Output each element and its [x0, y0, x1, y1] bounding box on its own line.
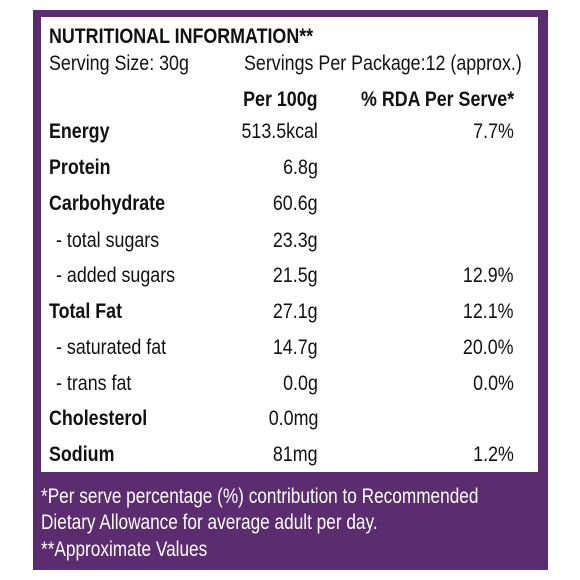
column-header-per-100g: Per 100g — [243, 88, 318, 111]
row-cholesterol-per100: 0.0mg — [268, 407, 318, 430]
row-added-sugars-per100: 21.5g — [273, 264, 318, 287]
row-trans-fat-per100: 0.0g — [283, 372, 318, 395]
row-carbohydrate-name: Carbohydrate — [49, 192, 166, 215]
row-total-sugars-per100: 23.3g — [273, 229, 318, 252]
nutrition-table-panel — [41, 17, 538, 472]
row-energy-per100: 513.5kcal — [241, 120, 318, 143]
row-energy-rda: 7.7% — [473, 120, 514, 143]
servings-per-package: Servings Per Package:12 (approx.) — [244, 52, 522, 75]
footnote-rda-continued: Dietary Allowance for average adult per … — [41, 511, 378, 534]
row-protein-per100: 6.8g — [283, 156, 318, 179]
row-carbohydrate-per100: 60.6g — [273, 192, 318, 215]
row-total-fat-per100: 27.1g — [273, 300, 318, 323]
row-added-sugars-rda: 12.9% — [463, 264, 514, 287]
row-trans-fat-rda: 0.0% — [473, 372, 514, 395]
row-added-sugars-name: - added sugars — [56, 264, 176, 287]
row-saturated-fat-name: - saturated fat — [56, 336, 167, 359]
row-sodium-name: Sodium — [49, 443, 115, 466]
row-sodium-per100: 81mg — [273, 443, 318, 466]
row-cholesterol-name: Cholesterol — [49, 407, 148, 430]
serving-size: Serving Size: 30g — [49, 52, 189, 75]
row-total-fat-rda: 12.1% — [463, 300, 514, 323]
row-trans-fat-name: - trans fat — [56, 372, 132, 395]
row-saturated-fat-per100: 14.7g — [273, 336, 318, 359]
row-total-sugars-name: - total sugars — [56, 229, 160, 252]
footnote-rda: *Per serve percentage (%) contribution t… — [41, 485, 479, 508]
row-total-fat-name: Total Fat — [49, 300, 123, 323]
row-saturated-fat-rda: 20.0% — [463, 336, 514, 359]
footnote-approximate: **Approximate Values — [41, 538, 208, 561]
column-header-rda: % RDA Per Serve* — [360, 88, 514, 111]
label-title: NUTRITIONAL INFORMATION** — [49, 25, 314, 48]
row-energy-name: Energy — [49, 120, 110, 143]
row-protein-name: Protein — [49, 156, 111, 179]
row-sodium-rda: 1.2% — [473, 443, 514, 466]
